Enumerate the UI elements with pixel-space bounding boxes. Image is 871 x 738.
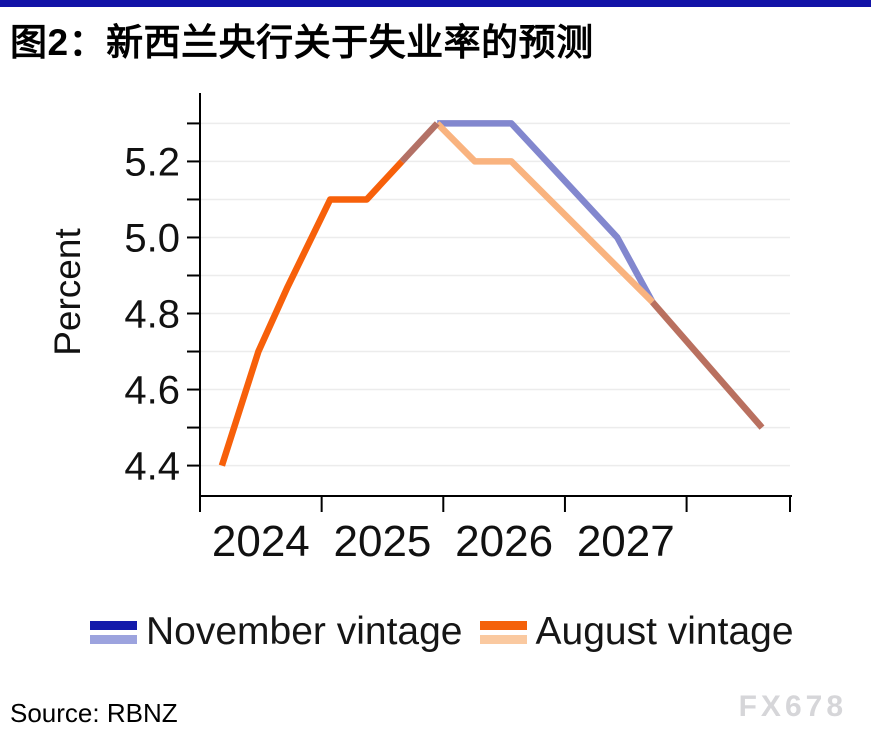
x-tick-label: 2024	[212, 517, 310, 566]
legend-label-november: November vintage	[146, 610, 463, 653]
legend: November vintage August vintage	[90, 610, 794, 654]
series-shared-actuals	[218, 159, 405, 467]
series-forecast-overlap-blend	[650, 299, 765, 430]
y-tick-label: 4.6	[124, 369, 180, 413]
november-forecast-swatch	[90, 634, 137, 644]
y-tick-label: 5.2	[124, 140, 180, 184]
top-accent-bar	[0, 0, 871, 7]
source-note: Source: RBNZ	[10, 698, 178, 728]
y-tick-label: 5.0	[124, 216, 180, 260]
november-line-swatch-icon	[90, 620, 137, 644]
legend-entry-november: November vintage	[90, 610, 463, 654]
x-tick-label: 2026	[455, 517, 553, 566]
november-actual-swatch	[90, 620, 137, 630]
x-tick-label: 2025	[334, 517, 432, 566]
y-tick-label: 4.8	[124, 293, 180, 337]
series-actuals-overlap-blend	[399, 121, 440, 164]
x-tick-label: 2027	[577, 517, 675, 566]
chart-title: 图2：新西兰央行关于失业率的预测	[10, 22, 594, 63]
y-tick-label: 4.4	[124, 445, 180, 489]
y-axis-title: Percent	[47, 228, 88, 356]
legend-entry-august: August vintage	[479, 610, 794, 654]
series-august-vintage-forecast	[434, 121, 655, 305]
series-november-vintage-forecast	[437, 120, 656, 304]
august-actual-swatch	[479, 620, 527, 630]
august-line-swatch-icon	[479, 620, 527, 644]
watermark: FX678	[738, 690, 847, 723]
chart-canvas: 4.4 4.6 4.8 5.0 5.2 2024 2025 2026 2027 Percent	[47, 93, 792, 566]
august-forecast-swatch	[479, 634, 527, 644]
legend-label-august: August vintage	[535, 610, 794, 653]
